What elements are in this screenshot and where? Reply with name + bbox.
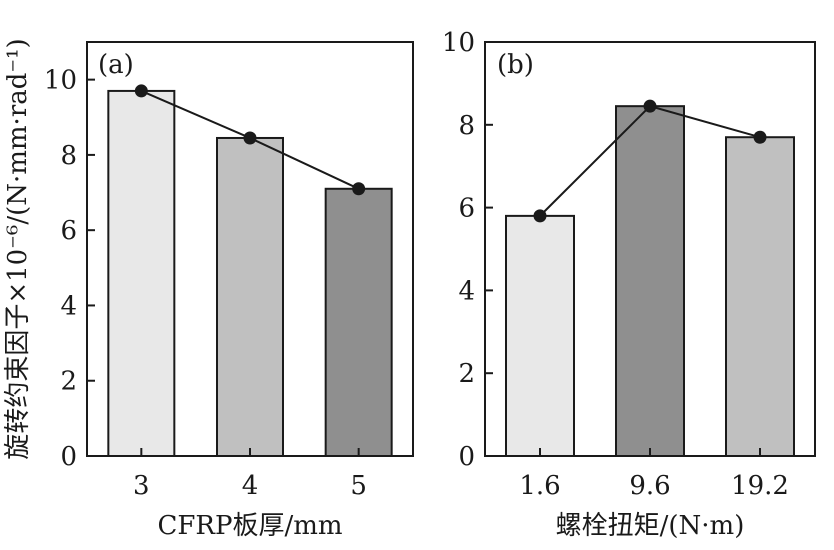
panel-b-y-tick-label: 10 <box>442 28 475 58</box>
panel-a-bar-5 <box>324 187 393 457</box>
panel-b-bar-9.6 <box>615 105 685 457</box>
panel-b-bar-1.6 <box>505 214 575 457</box>
panel-a-y-tick-label: 2 <box>60 367 77 397</box>
panel-a-y-tick-label: 4 <box>60 291 77 321</box>
panel-b-x-tick-label: 9.6 <box>629 471 670 501</box>
panel-b-point-1.6 <box>533 209 547 223</box>
panel-b-label: (b) <box>497 50 534 80</box>
panel-b-y-tick-label: 0 <box>458 442 475 472</box>
panel-a-bar-3 <box>107 89 176 457</box>
panel-a-bar-4 <box>216 136 284 458</box>
panel-b-point-9.6 <box>643 99 657 113</box>
panel-a-point-5 <box>352 182 366 196</box>
panel-a-x-tick-label: 3 <box>133 471 150 501</box>
panel-a-x-axis-title: CFRP板厚/mm <box>157 511 342 541</box>
panel-b-y-tick-label: 4 <box>458 276 475 306</box>
panel-b-y-axis: 0 2 4 6 8 10 <box>442 28 493 472</box>
panel-b-y-tick-label: 6 <box>458 194 475 224</box>
panel-a-point-3 <box>134 84 148 98</box>
panel-b-x-axis-title: 螺栓扭矩/(N·m) <box>556 511 745 541</box>
panel-a-y-axis: 0 2 4 6 8 10 <box>44 66 95 472</box>
panel-a-x-tick-label: 4 <box>242 471 259 501</box>
panel-a: (a) 0 2 4 6 8 10 3 4 5 CFRP板厚/mm 旋转约束因子×10⁻⁶/(N… <box>3 38 414 541</box>
panel-a-trend <box>134 84 366 196</box>
panel-a-y-tick-label: 8 <box>60 141 77 171</box>
panel-a-y-tick-label: 6 <box>60 216 77 246</box>
panel-b-y-tick-label: 8 <box>458 111 475 141</box>
panel-b-trend <box>533 99 767 223</box>
panel-b-bar-19.2 <box>725 136 795 457</box>
panel-a-y-tick-label: 10 <box>44 66 77 96</box>
panel-b-x-axis: 1.6 9.6 19.2 <box>519 448 789 501</box>
panel-b: (b) 0 2 4 6 8 10 1.6 9.6 19.2 螺栓扭矩/(N·m) <box>442 28 816 541</box>
panel-b-point-19.2 <box>753 130 767 144</box>
panel-a-label: (a) <box>98 50 134 80</box>
panel-a-bars <box>107 89 393 458</box>
panel-b-x-tick-label: 1.6 <box>519 471 560 501</box>
panel-a-x-axis: 3 4 5 <box>133 448 367 501</box>
panel-b-bars <box>505 105 795 457</box>
panel-b-x-tick-label: 19.2 <box>731 471 789 501</box>
panel-b-y-tick-label: 2 <box>458 359 475 389</box>
panel-a-point-4 <box>243 131 257 145</box>
y-axis-title: 旋转约束因子×10⁻⁶/(N·mm·rad⁻¹) <box>3 38 33 459</box>
panel-a-y-tick-label: 0 <box>60 442 77 472</box>
panel-a-x-tick-label: 5 <box>350 471 367 501</box>
